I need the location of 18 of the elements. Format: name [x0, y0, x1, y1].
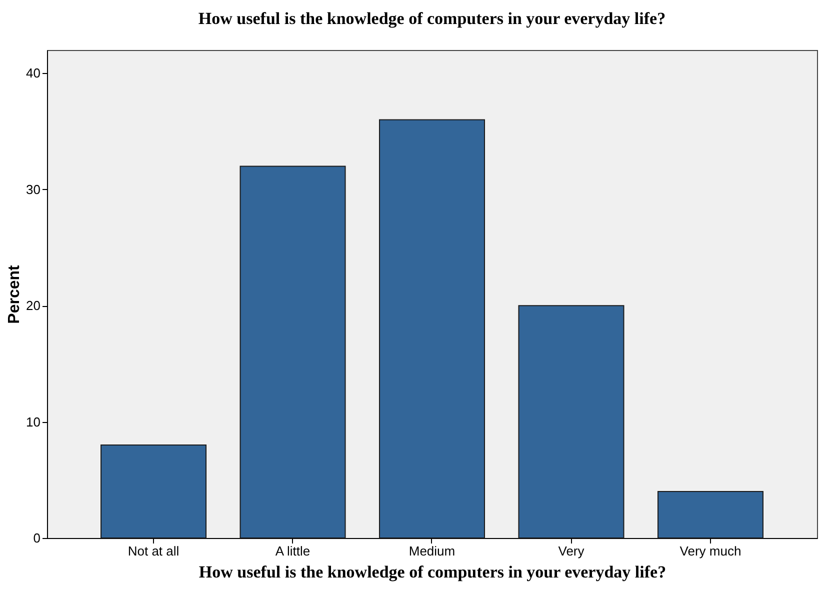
bar [518, 305, 624, 538]
x-tick-label: Not at all [128, 544, 180, 558]
bar [240, 166, 346, 538]
y-tick-label: 30 [26, 182, 40, 197]
y-axis-title: Percent [6, 264, 24, 324]
x-tick-label: Medium [408, 544, 456, 558]
chart-title: How useful is the knowledge of computers in your everyday life? [198, 9, 666, 28]
y-tick-label: 0 [33, 530, 40, 546]
y-tick-label: 40 [26, 66, 40, 81]
x-tick-label: A little [275, 544, 310, 558]
bar [657, 491, 764, 538]
y-tick-label: 10 [26, 414, 40, 430]
y-tick-label: 20 [26, 298, 40, 314]
x-tick-label: Very [558, 544, 585, 558]
bar [379, 119, 485, 538]
bar [100, 444, 207, 538]
x-tick-label: Very much [680, 544, 742, 558]
x-axis-title: How useful is the knowledge of computers in your everyday life? [198, 562, 666, 582]
